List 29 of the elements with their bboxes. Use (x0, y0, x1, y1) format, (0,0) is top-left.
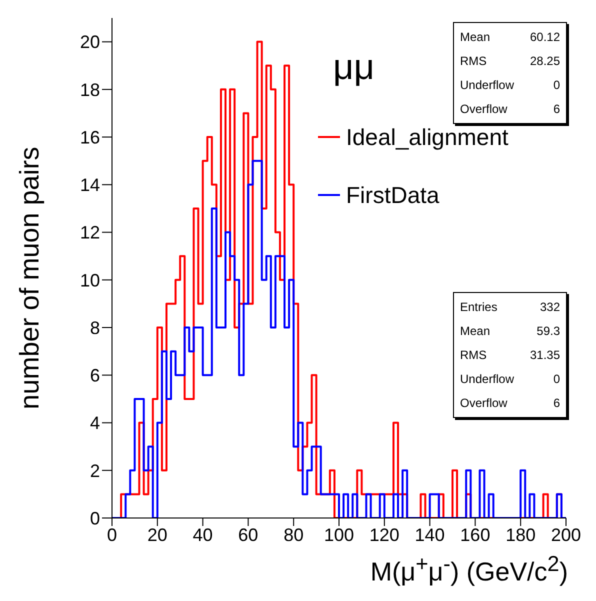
x-tick-label: 100 (324, 524, 354, 545)
x-tick-label: 0 (106, 524, 118, 545)
y-tick-label: 0 (90, 508, 100, 528)
annotation: μμ (333, 46, 374, 88)
y-tick-label: 16 (80, 127, 100, 148)
y-tick-label: 10 (80, 270, 100, 290)
legend-label: Ideal_alignment (346, 124, 508, 150)
y-tick-label: 8 (90, 318, 100, 338)
y-tick-label: 12 (80, 222, 100, 243)
x-tick-label: 180 (506, 524, 536, 545)
x-tick-label: 20 (147, 524, 168, 545)
y-tick-label: 20 (80, 32, 100, 52)
x-tick-label: 80 (284, 524, 304, 545)
y-tick-label: 14 (80, 175, 100, 196)
x-tick-label: 120 (369, 524, 400, 545)
statistics-box: Entries 332 Mean 59.3 RMS 31.35 Underflow 0 Overflow 6 (453, 292, 567, 418)
legend-label: FirstData (346, 182, 440, 208)
statistics-box: Mean 60.12 RMS 28.25 Underflow 0 Overflow 6 (453, 22, 567, 124)
x-tick-label: 200 (550, 524, 582, 545)
y-tick-label: 2 (90, 460, 100, 481)
x-axis-title: M(μ$^{+}$μ$^{-}$) (GeV/c$^{2}$) (370, 551, 568, 588)
y-tick-label: 6 (90, 366, 100, 386)
x-tick-label: 60 (238, 524, 258, 545)
x-tick-label: 160 (460, 524, 490, 545)
y-axis-title: number of muon pairs (14, 146, 46, 410)
x-tick-label: 40 (192, 524, 213, 545)
x-tick-label: 140 (414, 524, 445, 545)
y-tick-label: 18 (80, 80, 100, 100)
y-tick-label: 4 (90, 413, 100, 434)
